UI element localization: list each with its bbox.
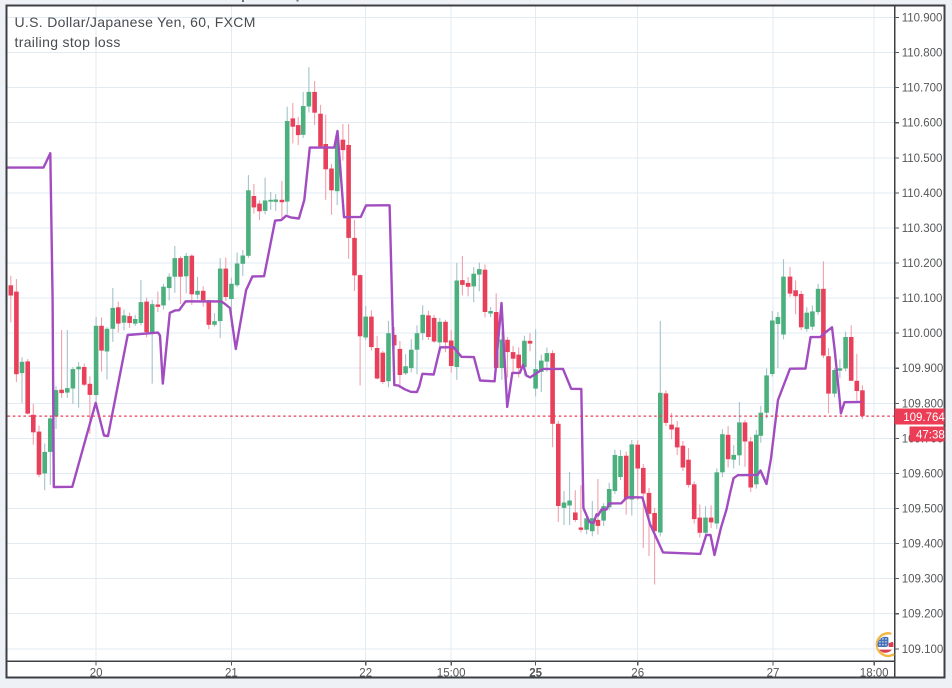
svg-text:15:00: 15:00 — [437, 668, 466, 680]
svg-text:26: 26 — [631, 668, 644, 680]
svg-text:109.600: 109.600 — [902, 468, 944, 480]
svg-text:22: 22 — [359, 668, 372, 680]
svg-text:20: 20 — [90, 668, 103, 680]
svg-text:109.400: 109.400 — [902, 539, 944, 551]
svg-text:27: 27 — [767, 668, 780, 680]
svg-text:110.400: 110.400 — [902, 188, 943, 200]
svg-text:109.200: 109.200 — [902, 609, 944, 621]
svg-text:U.S. Dollar/Japanese Yen, 60,: U.S. Dollar/Japanese Yen, 60, FXCM — [15, 14, 256, 30]
svg-text:109.800: 109.800 — [902, 398, 944, 410]
svg-text:21: 21 — [225, 668, 238, 680]
svg-text:25: 25 — [529, 668, 542, 680]
svg-text:109.500: 109.500 — [902, 504, 944, 516]
svg-text:110.800: 110.800 — [902, 48, 943, 60]
svg-text:109.900: 109.900 — [902, 363, 944, 375]
svg-text:18:00: 18:00 — [860, 668, 889, 680]
svg-text:109.100: 109.100 — [902, 644, 944, 656]
svg-text:110.100: 110.100 — [902, 293, 943, 305]
svg-text:110.300: 110.300 — [902, 223, 943, 235]
svg-text:110.700: 110.700 — [902, 83, 943, 95]
svg-text:110.000: 110.000 — [902, 328, 943, 340]
svg-text:110.900: 110.900 — [902, 13, 943, 25]
svg-text:109.764: 109.764 — [903, 412, 945, 424]
svg-text:trailing stop loss: trailing stop loss — [15, 34, 121, 50]
svg-text:110.600: 110.600 — [902, 118, 943, 130]
svg-text:109.300: 109.300 — [902, 574, 944, 586]
svg-text:110.200: 110.200 — [902, 258, 943, 270]
svg-text:110.500: 110.500 — [902, 153, 943, 165]
svg-text:47:38: 47:38 — [916, 429, 945, 441]
